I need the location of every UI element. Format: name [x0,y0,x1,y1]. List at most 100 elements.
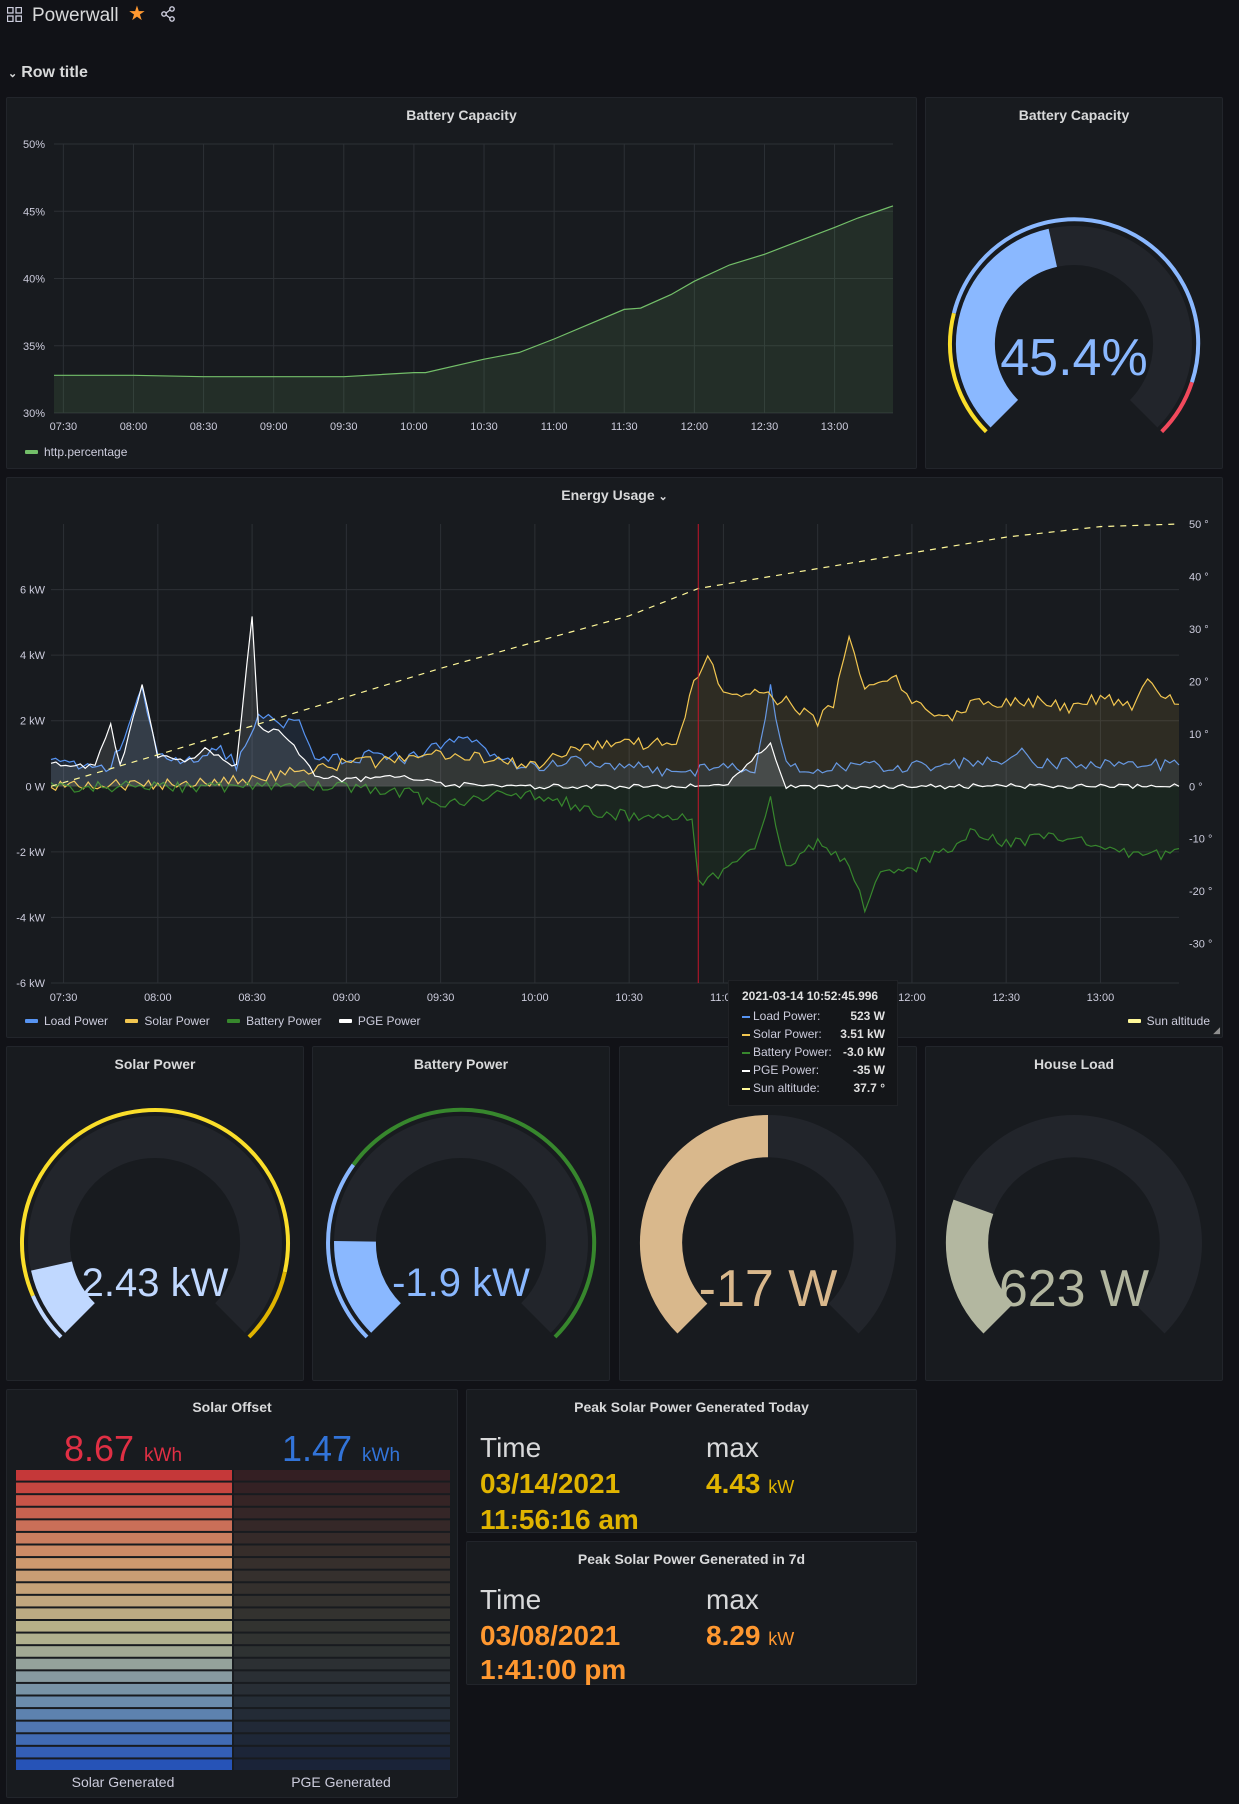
tooltip-swatch [742,1087,750,1090]
gauge [20,1108,290,1339]
legend-label: Sun altitude [1146,1014,1210,1028]
panel-title[interactable]: Energy Usage ⌄ [7,487,1222,503]
gauge-threshold-band [20,1108,290,1297]
y-tick-label: 50% [23,139,45,151]
y-tick-label: 45% [23,206,45,218]
energy-usage-panel: Energy Usage ⌄ -6 kW -4 kW -2 kW 0 W 2 kW 4 k… [6,477,1223,1038]
tooltip-swatch [742,1015,750,1018]
tooltip-row: Solar Power: 3.51 kW [729,1027,897,1045]
x-tick-label: 07:30 [50,992,78,1004]
pge-unit: kWh [362,1445,401,1466]
y2-tick-label: 40 ° [1189,571,1209,583]
legend-label: http.percentage [44,445,128,459]
pge-bar-segment [234,1470,450,1481]
peak-time: 11:56:16 am [480,1504,639,1535]
series-area [51,684,1179,787]
series-line [54,205,894,378]
legend-item[interactable]: http.percentage [25,445,127,459]
tooltip-label: PGE Power: [753,1063,820,1077]
solar-bar-segment [16,1532,232,1544]
peak-time: 1:41:00 pm [480,1654,627,1685]
gauge-fill [956,228,1058,428]
pge-bar-segment [234,1683,450,1695]
pge-bar-segment [234,1658,450,1670]
star-icon[interactable]: ★ [128,3,146,25]
panel-title[interactable]: Battery Capacity [406,107,517,123]
pge-generated-value: 1.47 kWh [233,1428,449,1470]
legend-item[interactable]: Battery Power [227,1014,321,1028]
x-tick-label: 10:30 [615,992,643,1004]
y-tick-label: 2 kW [20,716,46,728]
y-tick-label: 30% [23,408,45,420]
chevron-down-icon[interactable]: ⌄ [8,68,18,80]
tooltip-swatch [742,1033,750,1036]
x-tick-label: 11:00 [541,421,568,433]
x-tick-label: 07:30 [50,421,78,433]
pge-bar-segment [234,1759,450,1770]
pge-bar-segment [234,1520,450,1531]
series-line-sun-altitude [50,523,1180,787]
pge-bar-segment [234,1583,450,1594]
peak-date: 03/14/2021 [480,1468,621,1499]
solar-bar-segment [16,1709,232,1720]
panel-title: Battery Power [413,1056,509,1072]
tooltip-value: 523 W [850,1009,885,1023]
legend-item[interactable]: PGE Power [338,1014,421,1028]
x-tick-label: 12:00 [681,421,709,433]
tooltip-swatch [742,1051,750,1054]
max-header: max [706,1432,759,1463]
x-tick-label: 12:00 [898,992,926,1004]
y2-tick-label: 10 ° [1189,729,1209,741]
pge-bar-segment [234,1696,450,1708]
peak-today-panel: Peak Solar Power Generated Today Time ma… [466,1389,917,1535]
x-tick-label: 08:30 [190,421,218,433]
legend-item[interactable]: Sun altitude [1127,1014,1210,1028]
solar-bar-segment [16,1696,232,1708]
solar-unit: kWh [144,1445,183,1466]
legend-swatch [25,449,38,454]
pge-bar-segment [234,1608,450,1619]
solar-bar-segment [16,1746,232,1758]
row-title-label: Row title [21,64,88,81]
solar-bar-segment [16,1495,232,1506]
share-icon[interactable] [160,6,176,22]
peak-max-unit: kW [768,1477,795,1497]
pge-bar-segment [234,1746,450,1758]
chart-legend: Load Power Solar Power Battery Power PGE… [25,1014,435,1028]
pge-bar-segment [234,1709,450,1720]
panel-title: Peak Solar Power Generated Today [574,1399,809,1415]
solar-generated-label: Solar Generated [71,1774,175,1790]
legend-item[interactable]: Load Power [25,1014,108,1028]
legend-item[interactable]: Solar Power [125,1014,210,1028]
solar-bar-segment [16,1520,232,1531]
resize-handle-icon[interactable]: ◢ [1213,1025,1220,1035]
x-tick-label: 13:00 [1087,992,1115,1004]
solar-bar-segment [16,1470,232,1481]
battery-capacity-chart[interactable]: 30% 35% 40% 45% 50% 07:30 08:00 08:30 09:00 09:30… [7,98,916,468]
dashboard-grid-icon[interactable] [7,7,22,22]
energy-usage-chart[interactable]: -6 kW -4 kW -2 kW 0 W 2 kW 4 kW 6 kW -30 ° -20 °… [7,478,1222,1037]
tooltip-row: Load Power: 523 W [729,1009,897,1027]
x-tick-label: 12:30 [751,421,779,433]
top-bar: Powerwall ★ [0,0,1239,30]
pge-bar-segment [234,1734,450,1745]
pge-bar-segment [234,1721,450,1733]
series-line [50,616,1180,790]
peak-date: 03/08/2021 [480,1620,621,1651]
solar-bar-segment [16,1633,232,1645]
solar-offset-panel: Solar Offset 8.67 kWh 1.47 kWh Solar Gen… [6,1389,458,1798]
x-tick-label: 08:00 [120,421,148,433]
peak-max-value: 4.43 [706,1468,761,1499]
solar-bar-segment [16,1583,232,1594]
gauge-value: -17 W [698,1260,838,1318]
y-tick-label: -6 kW [16,978,45,990]
dashboard-title[interactable]: Powerwall [32,5,119,26]
tooltip-rows: Load Power: 523 W Solar Power: 3.51 kW Batte… [729,1009,897,1099]
panel-title: House Load [1033,1056,1115,1072]
solar-value: 8.67 [63,1428,135,1469]
series-line [50,634,1180,792]
x-tick-label: 10:30 [470,421,498,433]
chevron-down-icon[interactable]: ⌄ [658,491,668,503]
row-title[interactable]: ⌄ Row title [8,64,88,82]
solar-bar-segment [16,1658,232,1670]
